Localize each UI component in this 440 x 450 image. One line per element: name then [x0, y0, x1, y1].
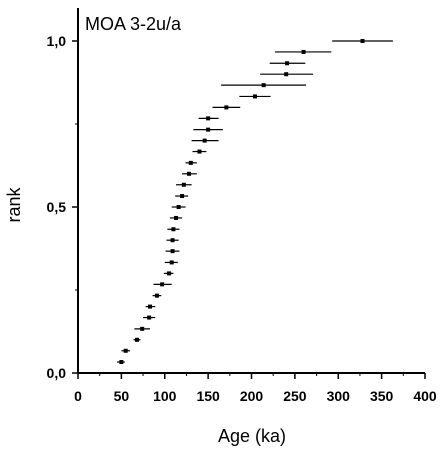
data-point: [206, 127, 211, 132]
data-point: [176, 205, 181, 209]
data-point: [148, 304, 153, 309]
data-point: [169, 260, 174, 265]
data-point: [174, 215, 179, 220]
data-point: [171, 227, 176, 232]
data-point: [206, 116, 211, 121]
data-point: [181, 182, 186, 187]
data-point: [147, 315, 152, 320]
x-tick-label: 200: [240, 388, 264, 404]
x-tick-label: 300: [327, 388, 351, 404]
data-point: [123, 348, 128, 353]
data-point: [154, 293, 159, 298]
data-point: [252, 94, 257, 99]
y-tick-label: 0,5: [47, 199, 67, 215]
data-point: [197, 149, 202, 154]
data-point: [202, 138, 207, 143]
data-point: [140, 326, 145, 331]
x-tick-label: 350: [370, 388, 394, 404]
data-point: [180, 194, 185, 199]
data-point: [160, 282, 165, 287]
data-point: [170, 238, 175, 243]
y-axis-title: rank: [4, 186, 24, 222]
axes: [77, 8, 425, 374]
chart-title: MOA 3-2u/a: [85, 14, 182, 34]
y-tick-label: 1,0: [47, 33, 67, 49]
data-point: [167, 271, 172, 276]
x-tick-label: 100: [153, 388, 177, 404]
data-point: [188, 160, 193, 165]
data-point: [261, 83, 266, 88]
plot-area: [117, 39, 393, 365]
x-tick-label: 0: [74, 388, 82, 404]
data-point: [224, 105, 229, 110]
y-tick-label: 0,0: [47, 365, 67, 381]
data-point: [285, 61, 290, 66]
x-axis-ticks: 0 50 100 150 200 250 300 350 400: [74, 373, 437, 404]
data-point: [187, 171, 192, 176]
x-axis-title: Age (ka): [218, 426, 286, 446]
x-tick-label: 400: [413, 388, 437, 404]
data-point: [134, 337, 139, 342]
x-tick-label: 150: [196, 388, 220, 404]
data-point: [119, 360, 124, 365]
data-point: [301, 49, 306, 54]
y-axis-ticks: 0,0 0,5 1,0: [47, 33, 78, 381]
data-point: [170, 249, 175, 254]
data-point: [360, 39, 365, 43]
x-tick-label: 250: [283, 388, 307, 404]
data-point: [284, 72, 289, 77]
x-tick-label: 50: [114, 388, 130, 404]
